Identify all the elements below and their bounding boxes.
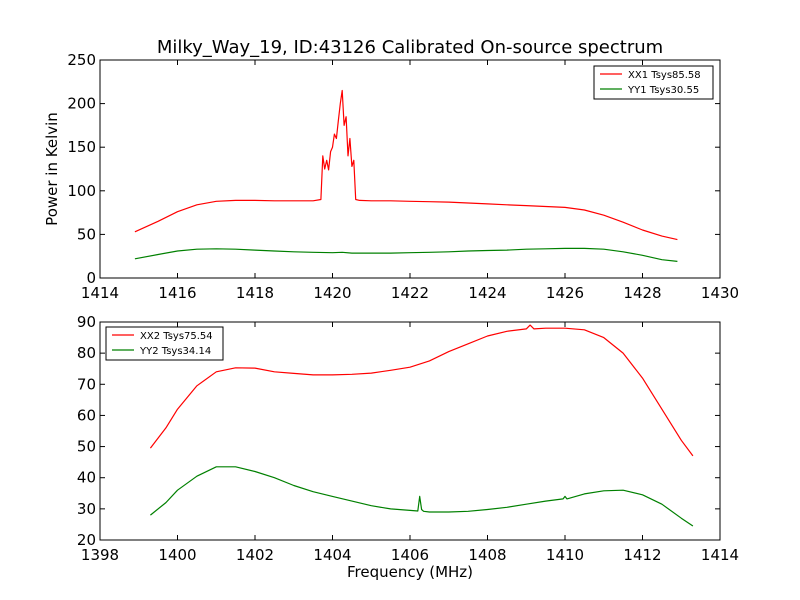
figure-title: Milky_Way_19, ID:43126 Calibrated On-sou… — [157, 37, 663, 58]
bottom-y-tick-label: 60 — [77, 406, 96, 424]
bottom-y-tick-label: 80 — [77, 344, 96, 362]
bottom-x-tick-label: 1408 — [468, 546, 506, 564]
top-y-axis-label: Power in Kelvin — [43, 112, 61, 226]
top-x-tick-label: 1430 — [701, 284, 739, 302]
top-legend-label-1: XX1 Tsys85.58 — [628, 70, 701, 81]
bottom-x-tick-label: 1412 — [623, 546, 661, 564]
top-x-tick-label: 1420 — [313, 284, 351, 302]
top-x-tick-label: 1422 — [391, 284, 429, 302]
top-x-tick-label: 1426 — [546, 284, 584, 302]
top-x-tick-label: 1428 — [623, 284, 661, 302]
bottom-x-tick-label: 1398 — [81, 546, 119, 564]
bottom-y-tick-label: 30 — [77, 500, 96, 518]
top-series-line-2 — [134, 247, 678, 262]
bottom-x-tick-label: 1406 — [391, 546, 429, 564]
top-legend-label-2: YY1 Tsys30.55 — [627, 85, 699, 96]
bottom-y-tick-label: 70 — [77, 375, 96, 393]
top-y-tick-label: 250 — [67, 51, 96, 69]
bottom-legend-box — [105, 326, 224, 361]
bottom-y-tick-label: 40 — [77, 469, 96, 487]
bottom-x-tick-label: 1400 — [158, 546, 196, 564]
bottom-x-axis-label: Frequency (MHz) — [347, 563, 473, 581]
top-y-tick-label: 100 — [67, 182, 96, 200]
bottom-series-line-2 — [150, 466, 694, 527]
top-x-tick-label: 1424 — [468, 284, 506, 302]
top-x-tick-label: 1416 — [158, 284, 196, 302]
top-series-line-1 — [134, 89, 678, 241]
bottom-spectrum-plot: 1398 1400 1402 1404 1406 1408 1410 1412 1414 20 30… — [77, 313, 739, 581]
bottom-y-tick-label: 90 — [77, 313, 96, 331]
bottom-x-tick-label: 1410 — [546, 546, 584, 564]
bottom-x-tick-label: 1414 — [701, 546, 739, 564]
bottom-legend-label-2: YY2 Tsys34.14 — [139, 346, 211, 357]
bottom-x-tick-label: 1404 — [313, 546, 351, 564]
top-y-tick-label: 0 — [86, 269, 96, 287]
top-spectrum-plot: 1414 1416 1418 1420 1422 1424 1426 1428 1430 0 50 1… — [43, 51, 739, 302]
top-legend: XX1 Tsys85.58 YY1 Tsys30.55 — [593, 65, 714, 100]
bottom-x-tick-label: 1402 — [236, 546, 274, 564]
top-y-tick-label: 200 — [67, 95, 96, 113]
top-legend-box — [593, 65, 714, 100]
bottom-legend-label-1: XX2 Tsys75.54 — [140, 331, 213, 342]
top-x-tick-label: 1418 — [236, 284, 274, 302]
top-y-tick-label: 50 — [77, 225, 96, 243]
bottom-series-line-1 — [149, 324, 694, 457]
bottom-y-tick-label: 50 — [77, 438, 96, 456]
bottom-y-tick-label: 20 — [77, 531, 96, 549]
top-y-tick-label: 150 — [67, 138, 96, 156]
bottom-legend: XX2 Tsys75.54 YY2 Tsys34.14 — [105, 326, 224, 361]
top-x-tick-label: 1414 — [81, 284, 119, 302]
